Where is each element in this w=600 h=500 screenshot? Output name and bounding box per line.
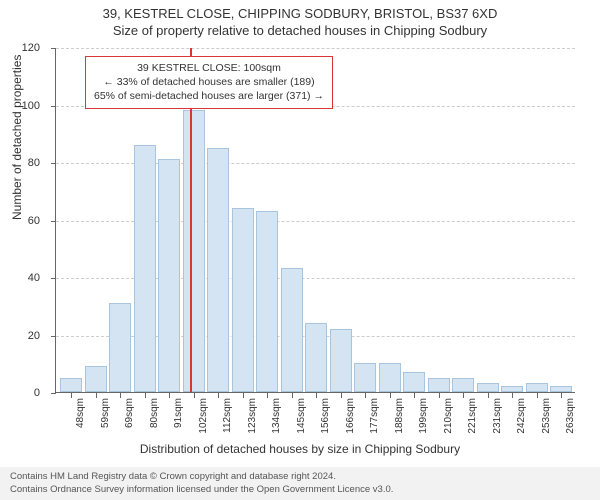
xtick-mark	[390, 393, 391, 398]
histogram-bar	[281, 268, 303, 392]
y-axis-title: Number of detached properties	[10, 55, 24, 220]
xtick-label: 59sqm	[100, 398, 111, 448]
xtick-label: 48sqm	[75, 398, 86, 448]
footer-line-2: Contains Ordnance Survey information lic…	[10, 484, 590, 496]
footer-line-1: Contains HM Land Registry data © Crown c…	[10, 471, 590, 483]
xtick-label: 134sqm	[271, 398, 282, 448]
xtick-mark	[512, 393, 513, 398]
histogram-bar	[207, 148, 229, 392]
ytick-label: 0	[0, 387, 48, 399]
histogram-bar	[477, 383, 499, 392]
xtick-mark	[292, 393, 293, 398]
ytick-label: 100	[0, 100, 48, 112]
ytick-label: 80	[0, 157, 48, 169]
histogram-bar	[232, 208, 254, 392]
histogram-bar	[183, 110, 205, 392]
xtick-label: 188sqm	[394, 398, 405, 448]
xtick-label: 80sqm	[149, 398, 160, 448]
histogram-bar	[550, 386, 572, 392]
histogram-bar	[60, 378, 82, 392]
info-line-1: 39 KESTREL CLOSE: 100sqm	[94, 61, 324, 75]
xtick-label: 210sqm	[443, 398, 454, 448]
xtick-label: 221sqm	[467, 398, 478, 448]
xtick-label: 156sqm	[320, 398, 331, 448]
ytick-mark	[51, 278, 56, 279]
xtick-mark	[316, 393, 317, 398]
ytick-label: 120	[0, 42, 48, 54]
xtick-mark	[96, 393, 97, 398]
ytick-mark	[51, 221, 56, 222]
xtick-mark	[463, 393, 464, 398]
histogram-bar	[526, 383, 548, 392]
xtick-label: 123sqm	[247, 398, 258, 448]
histogram-bar	[354, 363, 376, 392]
xtick-mark	[414, 393, 415, 398]
histogram-bar	[158, 159, 180, 392]
xtick-mark	[537, 393, 538, 398]
xtick-mark	[145, 393, 146, 398]
marker-info-box: 39 KESTREL CLOSE: 100sqm ← 33% of detach…	[85, 56, 333, 109]
histogram-bar	[256, 211, 278, 392]
xtick-mark	[120, 393, 121, 398]
xtick-label: 102sqm	[198, 398, 209, 448]
histogram-bar	[379, 363, 401, 392]
ytick-mark	[51, 163, 56, 164]
xtick-mark	[365, 393, 366, 398]
histogram-bar	[403, 372, 425, 392]
ytick-mark	[51, 106, 56, 107]
histogram-bar	[452, 378, 474, 392]
xtick-mark	[218, 393, 219, 398]
xtick-mark	[169, 393, 170, 398]
ytick-label: 60	[0, 215, 48, 227]
histogram-bar	[501, 386, 523, 392]
ytick-label: 20	[0, 330, 48, 342]
xtick-label: 263sqm	[565, 398, 576, 448]
chart-plot-area: 48sqm59sqm69sqm80sqm91sqm102sqm112sqm123…	[55, 48, 575, 393]
xtick-mark	[488, 393, 489, 398]
xtick-mark	[71, 393, 72, 398]
xtick-label: 91sqm	[173, 398, 184, 448]
ytick-mark	[51, 393, 56, 394]
xtick-mark	[194, 393, 195, 398]
xtick-label: 231sqm	[492, 398, 503, 448]
xtick-mark	[243, 393, 244, 398]
info-line-2: ← 33% of detached houses are smaller (18…	[94, 75, 324, 89]
histogram-bar	[428, 378, 450, 392]
histogram-bar	[330, 329, 352, 392]
histogram-bar	[134, 145, 156, 392]
xtick-label: 199sqm	[418, 398, 429, 448]
histogram-bar	[305, 323, 327, 392]
xtick-mark	[341, 393, 342, 398]
xtick-label: 166sqm	[345, 398, 356, 448]
xtick-label: 145sqm	[296, 398, 307, 448]
xtick-mark	[439, 393, 440, 398]
ytick-mark	[51, 336, 56, 337]
ytick-mark	[51, 48, 56, 49]
xtick-label: 253sqm	[541, 398, 552, 448]
chart-title-main: 39, KESTREL CLOSE, CHIPPING SODBURY, BRI…	[0, 0, 600, 21]
footer-credits: Contains HM Land Registry data © Crown c…	[0, 467, 600, 500]
histogram-bar	[109, 303, 131, 392]
xtick-mark	[561, 393, 562, 398]
info-line-3: 65% of semi-detached houses are larger (…	[94, 89, 324, 103]
xtick-label: 112sqm	[222, 398, 233, 448]
xtick-mark	[267, 393, 268, 398]
ytick-label: 40	[0, 272, 48, 284]
histogram-bar	[85, 366, 107, 392]
xtick-label: 242sqm	[516, 398, 527, 448]
xtick-label: 69sqm	[124, 398, 135, 448]
gridline	[56, 48, 575, 49]
xtick-label: 177sqm	[369, 398, 380, 448]
x-axis-title: Distribution of detached houses by size …	[0, 442, 600, 456]
chart-title-sub: Size of property relative to detached ho…	[0, 21, 600, 38]
